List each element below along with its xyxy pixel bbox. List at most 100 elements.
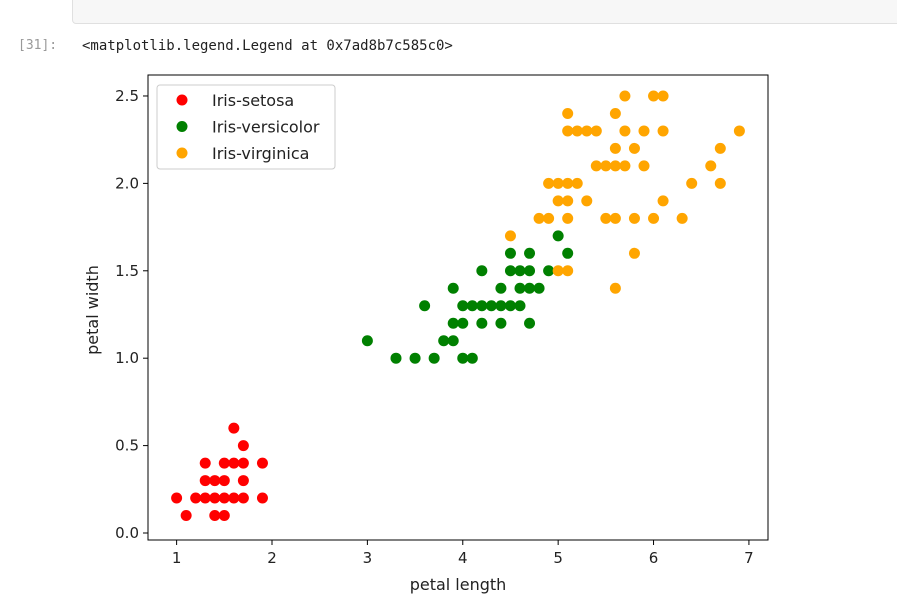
data-point — [590, 125, 602, 137]
x-tick-label: 6 — [649, 549, 659, 567]
data-point — [543, 212, 555, 224]
data-point — [562, 265, 574, 277]
data-point — [457, 317, 469, 329]
y-axis-label: petal width — [83, 265, 102, 355]
data-point — [228, 492, 240, 504]
data-point — [237, 492, 249, 504]
legend-marker — [176, 147, 188, 159]
data-point — [628, 212, 640, 224]
data-point — [714, 142, 726, 154]
y-tick-label: 1.5 — [115, 262, 139, 280]
data-point — [504, 265, 516, 277]
data-point — [504, 300, 516, 312]
data-point — [466, 352, 478, 364]
data-point — [209, 510, 221, 522]
data-point — [571, 125, 583, 137]
data-point — [609, 160, 621, 172]
data-point — [619, 125, 631, 137]
data-points — [171, 90, 745, 522]
legend-label: Iris-versicolor — [212, 118, 320, 137]
data-point — [218, 457, 230, 469]
x-tick-label: 3 — [363, 549, 373, 567]
legend-box — [156, 84, 336, 170]
axes-frame — [147, 74, 769, 541]
data-point — [419, 300, 431, 312]
data-point — [457, 352, 469, 364]
data-point — [590, 160, 602, 172]
data-point — [524, 282, 536, 294]
data-point — [524, 247, 536, 259]
data-point — [562, 125, 574, 137]
series-iris-versicolor — [361, 230, 574, 364]
data-point — [619, 90, 631, 102]
data-point — [552, 177, 564, 189]
data-point — [600, 212, 612, 224]
data-point — [495, 317, 507, 329]
data-point — [256, 457, 268, 469]
data-point — [543, 177, 555, 189]
series-iris-virginica — [504, 90, 745, 294]
data-point — [514, 300, 526, 312]
data-point — [438, 335, 450, 347]
data-point — [190, 492, 202, 504]
data-point — [457, 300, 469, 312]
data-point — [600, 160, 612, 172]
data-point — [657, 125, 669, 137]
data-point — [562, 195, 574, 207]
y-axis-ticks: 0.0 0.5 1.0 1.5 2.0 2.5 — [115, 87, 148, 542]
data-point — [199, 475, 211, 487]
data-point — [237, 440, 249, 452]
data-point — [638, 160, 650, 172]
data-point — [562, 107, 574, 119]
data-point — [237, 475, 249, 487]
data-point — [209, 475, 221, 487]
data-point — [428, 352, 440, 364]
data-point — [628, 247, 640, 259]
data-point — [638, 125, 650, 137]
data-point — [218, 492, 230, 504]
data-point — [476, 317, 488, 329]
data-point — [409, 352, 421, 364]
previous-cell-input[interactable] — [72, 0, 897, 24]
data-point — [199, 492, 211, 504]
data-point — [686, 177, 698, 189]
data-point — [228, 422, 240, 434]
data-point — [705, 160, 717, 172]
x-axis-ticks: 1 2 3 4 5 6 7 — [172, 540, 754, 567]
legend-label: Iris-setosa — [212, 91, 294, 110]
output-text: <matplotlib.legend.Legend at 0x7ad8b7c58… — [82, 38, 453, 54]
data-point — [676, 212, 688, 224]
data-point — [552, 230, 564, 242]
data-point — [199, 457, 211, 469]
data-point — [657, 195, 669, 207]
data-point — [533, 282, 545, 294]
data-point — [581, 195, 593, 207]
output-prompt: [31]: — [18, 38, 58, 53]
data-point — [218, 510, 230, 522]
x-tick-label: 2 — [267, 549, 277, 567]
data-point — [733, 125, 745, 137]
x-axis-label: petal length — [410, 575, 507, 594]
data-point — [543, 265, 555, 277]
data-point — [657, 90, 669, 102]
data-point — [648, 90, 660, 102]
x-tick-label: 4 — [458, 549, 468, 567]
data-point — [447, 317, 459, 329]
data-point — [180, 510, 192, 522]
y-tick-label: 2.0 — [115, 174, 139, 192]
y-tick-label: 0.0 — [115, 524, 139, 542]
data-point — [581, 125, 593, 137]
data-point — [237, 457, 249, 469]
data-point — [466, 300, 478, 312]
data-point — [571, 177, 583, 189]
data-point — [256, 492, 268, 504]
data-point — [609, 212, 621, 224]
data-point — [504, 230, 516, 242]
data-point — [171, 492, 183, 504]
data-point — [648, 212, 660, 224]
data-point — [209, 492, 221, 504]
x-tick-label: 1 — [172, 549, 182, 567]
legend-label: Iris-virginica — [212, 144, 309, 163]
data-point — [714, 177, 726, 189]
y-tick-label: 1.0 — [115, 349, 139, 367]
